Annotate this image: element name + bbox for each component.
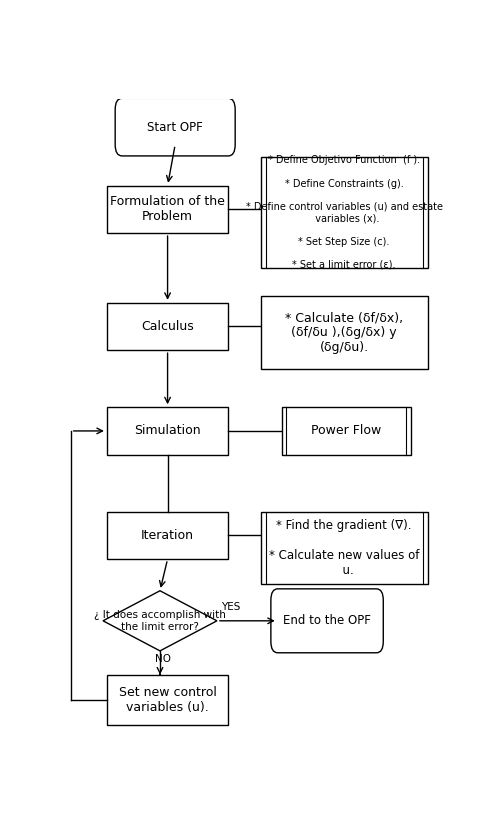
Bar xyxy=(107,407,228,455)
Bar xyxy=(261,297,428,369)
Text: Power Flow: Power Flow xyxy=(311,424,381,437)
Text: Formulation of the
Problem: Formulation of the Problem xyxy=(110,196,225,224)
Bar xyxy=(107,675,228,725)
Text: Simulation: Simulation xyxy=(134,424,201,437)
Text: YES: YES xyxy=(221,602,241,612)
Bar xyxy=(281,407,411,455)
Text: Calculus: Calculus xyxy=(141,320,194,333)
Text: * Define Objetivo Function  (f ).

* Define Constraints (g).

* Define control v: * Define Objetivo Function (f ). * Defin… xyxy=(245,155,442,270)
Text: * Find the gradient (∇).

* Calculate new values of
  u.: * Find the gradient (∇). * Calculate new… xyxy=(269,519,419,577)
Text: ¿ It does accomplish with
the limit error?: ¿ It does accomplish with the limit erro… xyxy=(94,610,226,631)
Text: End to the OPF: End to the OPF xyxy=(283,614,371,627)
Bar xyxy=(107,186,228,233)
FancyBboxPatch shape xyxy=(271,589,383,653)
Polygon shape xyxy=(103,591,217,651)
Text: Iteration: Iteration xyxy=(141,529,194,542)
Text: Start OPF: Start OPF xyxy=(147,121,203,134)
Text: Set new control
variables (u).: Set new control variables (u). xyxy=(119,686,217,714)
Bar xyxy=(107,302,228,350)
Bar xyxy=(261,157,428,268)
Text: * Calculate (δf/δx),
(δf/δu ),(δg/δx) y
(δg/δu).: * Calculate (δf/δx), (δf/δu ),(δg/δx) y … xyxy=(285,312,403,354)
Bar xyxy=(107,511,228,559)
Text: NO: NO xyxy=(155,654,171,664)
Bar xyxy=(261,511,428,584)
FancyBboxPatch shape xyxy=(115,99,235,156)
